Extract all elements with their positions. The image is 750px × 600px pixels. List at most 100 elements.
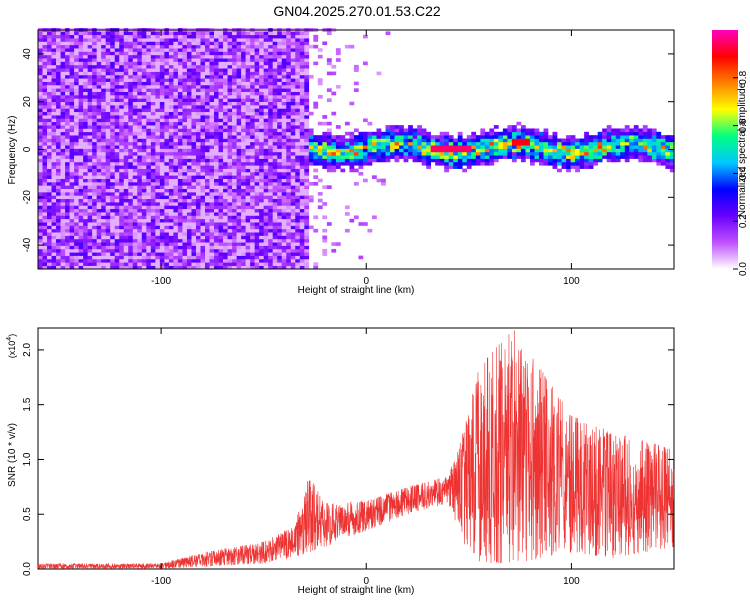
heatmap-cell xyxy=(38,158,43,163)
heatmap-cell xyxy=(146,98,152,102)
heatmap-cell xyxy=(65,195,70,200)
heatmap-cell xyxy=(295,81,301,86)
heatmap-cell xyxy=(529,141,535,146)
heatmap-cell xyxy=(344,158,350,163)
heatmap-cell xyxy=(358,131,364,136)
heatmap-cell xyxy=(128,168,134,173)
heatmap-cell xyxy=(47,215,52,220)
heatmap-cell xyxy=(277,225,283,230)
heatmap-cell xyxy=(177,232,183,236)
heatmap-cell xyxy=(317,48,323,52)
heatmap-cell xyxy=(403,135,409,139)
heatmap-cell xyxy=(439,148,445,153)
heatmap-cell xyxy=(155,198,161,203)
heatmap-cell xyxy=(254,192,260,196)
heatmap-cell xyxy=(78,252,84,256)
heatmap-cell xyxy=(101,188,106,193)
heatmap-cell xyxy=(381,141,386,146)
heatmap-cell xyxy=(250,78,255,82)
heatmap-cell xyxy=(96,101,102,106)
heatmap-cell xyxy=(83,74,88,79)
heatmap-cell xyxy=(250,48,255,52)
heatmap-cell xyxy=(295,71,301,76)
heatmap-cell xyxy=(561,165,567,169)
heatmap-cell xyxy=(51,262,57,266)
heatmap-cell xyxy=(268,255,273,260)
heatmap-cell xyxy=(146,95,152,99)
heatmap-cell xyxy=(209,125,215,129)
heatmap-cell xyxy=(155,61,161,66)
heatmap-cell xyxy=(123,188,129,193)
heatmap-cell xyxy=(272,128,278,133)
heatmap-cell xyxy=(263,212,269,216)
heatmap-cell xyxy=(295,78,301,82)
heatmap-cell xyxy=(74,61,79,66)
heatmap-cell xyxy=(173,208,179,213)
heatmap-cell xyxy=(186,71,192,76)
heatmap-cell xyxy=(168,232,174,236)
heatmap-cell xyxy=(268,155,273,159)
heatmap-cell xyxy=(358,158,364,163)
heatmap-cell xyxy=(263,128,269,133)
heatmap-cell xyxy=(182,38,188,42)
heatmap-cell xyxy=(47,61,52,66)
heatmap-cell xyxy=(250,155,255,159)
heatmap-cell xyxy=(250,101,255,106)
heatmap-cell xyxy=(200,95,206,99)
heatmap-cell xyxy=(254,161,260,166)
heatmap-cell xyxy=(78,185,84,189)
heatmap-cell xyxy=(56,121,61,126)
heatmap-cell xyxy=(493,125,499,129)
heatmap-cell xyxy=(38,238,43,243)
heatmap-cell xyxy=(408,138,413,143)
heatmap-cell xyxy=(417,151,422,156)
heatmap-cell xyxy=(408,151,413,156)
heatmap-cell xyxy=(168,61,174,66)
heatmap-cell xyxy=(200,91,206,96)
heatmap-cell xyxy=(200,101,206,106)
heatmap-cell xyxy=(186,74,192,79)
heatmap-cell xyxy=(146,44,152,49)
heatmap-cell xyxy=(78,145,84,149)
heatmap-cell xyxy=(83,151,88,156)
heatmap-cell xyxy=(281,178,287,183)
heatmap-cell xyxy=(353,151,359,156)
heatmap-cell xyxy=(123,78,129,82)
heatmap-cell xyxy=(101,265,106,270)
heatmap-cell xyxy=(96,218,102,223)
heatmap-cell xyxy=(322,202,328,206)
heatmap-cell xyxy=(408,148,413,153)
heatmap-cell xyxy=(200,54,206,59)
heatmap-cell xyxy=(155,192,161,196)
heatmap-cell xyxy=(101,105,106,109)
heatmap-cell xyxy=(195,228,201,233)
heatmap-cell xyxy=(69,252,75,256)
heatmap-cell xyxy=(101,74,106,79)
heatmap-cell xyxy=(205,78,210,82)
heatmap-cell xyxy=(236,54,242,59)
heatmap-cell xyxy=(421,131,427,136)
heatmap-cell xyxy=(290,158,296,163)
heatmap-cell xyxy=(214,212,219,216)
heatmap-cell xyxy=(529,158,535,163)
heatmap-cell xyxy=(51,212,57,216)
heatmap-cell xyxy=(304,34,310,39)
heatmap-cell xyxy=(92,218,97,223)
heatmap-cell xyxy=(51,71,57,76)
heatmap-cell xyxy=(223,115,228,119)
heatmap-cell xyxy=(281,58,287,62)
heatmap-cell xyxy=(132,198,138,203)
heatmap-cell xyxy=(408,135,413,139)
heatmap-cell xyxy=(110,51,116,56)
heatmap-cell xyxy=(268,202,273,206)
heatmap-cell xyxy=(146,258,152,263)
heatmap-cell xyxy=(304,192,310,196)
heatmap-cell xyxy=(218,158,224,163)
heatmap-cell xyxy=(295,108,301,113)
heatmap-cell xyxy=(119,242,125,246)
heatmap-cell xyxy=(186,245,192,250)
heatmap-cell xyxy=(195,188,201,193)
heatmap-cell xyxy=(191,155,197,159)
heatmap-cell xyxy=(489,151,495,156)
heatmap-cell xyxy=(56,225,61,230)
